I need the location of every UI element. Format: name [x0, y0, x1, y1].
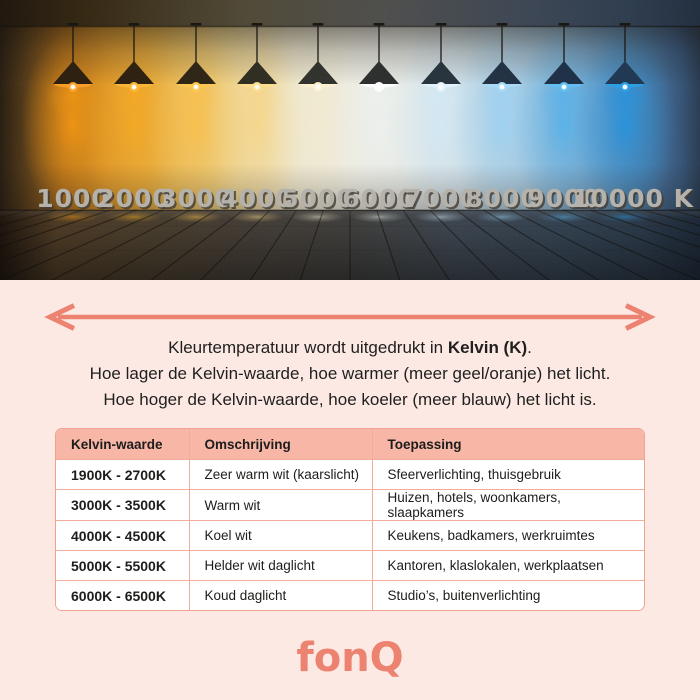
kelvin-lamps-photo: 1000100020002000300030004000400050005000…: [0, 0, 700, 280]
kelvin-lamps-photo-svg: 1000100020002000300030004000400050005000…: [0, 0, 700, 280]
kelvin-table: Kelvin-waarde Omschrijving Toepassing 1900…: [55, 428, 645, 611]
table-cell: Zeer warm wit (kaarslicht): [188, 459, 372, 490]
intro-text: Kleurtemperatuur wordt uitgedrukt in Kel…: [0, 335, 700, 413]
intro-line1-bold: Kelvin (K): [447, 338, 528, 357]
table-cell: 5000K - 5500K: [56, 550, 189, 581]
fonq-logo: fonQ: [296, 635, 404, 681]
arrow-head-right: [624, 303, 656, 331]
table-cell: Studio’s, buitenverlichting: [371, 580, 644, 610]
table-cell: Kantoren, klaslokalen, werkplaatsen: [371, 550, 644, 581]
table-cell: Keukens, badkamers, werkruimtes: [371, 520, 644, 551]
temperature-range-arrow: [44, 303, 656, 331]
table-cell: 4000K - 4500K: [56, 520, 189, 551]
table-header-row: Kelvin-waarde Omschrijving Toepassing: [56, 429, 644, 460]
table-cell: Koud daglicht: [188, 580, 372, 610]
table-row: 4000K - 4500K Koel wit Keukens, badkamers,…: [56, 520, 644, 551]
intro-line2: Hoe lager de Kelvin-waarde, hoe warmer (…: [89, 364, 611, 383]
arrow-head-left: [44, 303, 76, 331]
table-row: 5000K - 5500K Helder wit daglicht Kantoren…: [56, 550, 644, 581]
table-cell: Warm wit: [188, 489, 372, 521]
table-cell: 1900K - 2700K: [56, 459, 189, 490]
table-row: 1900K - 2700K Zeer warm wit (kaarslicht) S…: [56, 459, 644, 490]
intro-line1-period: .: [527, 338, 532, 357]
table-cell: 3000K - 3500K: [56, 489, 189, 521]
column-header: Omschrijving: [188, 429, 372, 460]
table-cell: Helder wit daglicht: [188, 550, 372, 581]
photo-grain-texture: [0, 0, 700, 280]
table-cell: Koel wit: [188, 520, 372, 551]
kelvin-table-grid: Kelvin-waarde Omschrijving Toepassing 1900…: [56, 429, 644, 610]
column-header: Toepassing: [371, 429, 644, 460]
intro-line3: Hoe hoger de Kelvin-waarde, hoe koeler (…: [103, 390, 597, 409]
table-cell: Huizen, hotels, woonkamers, slaapkamers: [371, 489, 644, 521]
table-row: 6000K - 6500K Koud daglicht Studio’s, buit…: [56, 580, 644, 610]
table-row: 3000K - 3500K Warm wit Huizen, hotels, woo…: [56, 489, 644, 521]
column-header: Kelvin-waarde: [56, 429, 189, 460]
table-cell: Sfeerverlichting, thuisgebruik: [371, 459, 644, 490]
intro-line1: Kleurtemperatuur wordt uitgedrukt in: [168, 338, 448, 357]
table-cell: 6000K - 6500K: [56, 580, 189, 610]
